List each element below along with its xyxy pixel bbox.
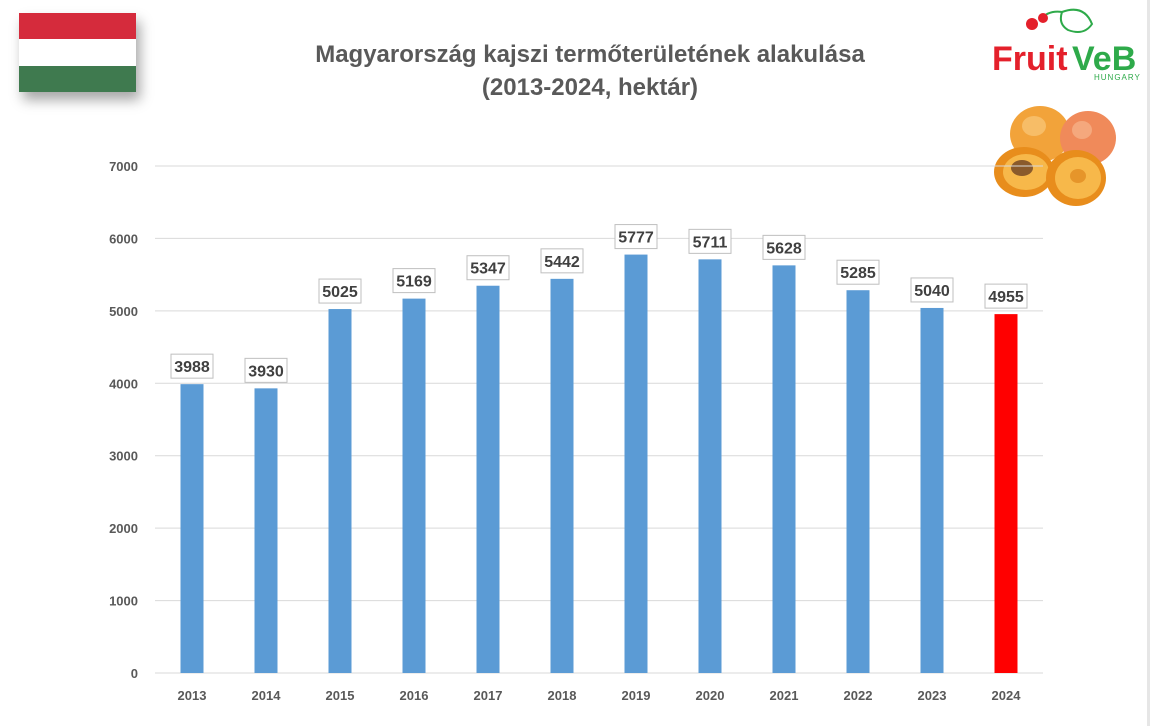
x-tick-label-2020: 2020 [696, 688, 725, 703]
data-label-2014: 3930 [248, 363, 284, 380]
x-tick-label-2014: 2014 [252, 688, 282, 703]
bar-2016 [402, 298, 426, 673]
chart-title-line1: Magyarország kajszi termőterületének ala… [315, 41, 865, 68]
y-tick-label: 1000 [109, 594, 138, 609]
bars [180, 254, 1018, 673]
data-label-2019: 5777 [618, 230, 654, 247]
data-label-box-2016 [392, 268, 436, 294]
data-label-box-2019 [614, 224, 658, 250]
data-label-box-2021 [762, 234, 806, 260]
flag-stripe-red [19, 13, 136, 40]
bar-2017 [476, 285, 500, 673]
y-tick-label: 7000 [109, 159, 138, 174]
y-axis-ticks: 0 1000 2000 3000 4000 5000 6000 7000 [109, 159, 138, 681]
x-tick-label-2023: 2023 [918, 688, 947, 703]
data-label-2021: 5628 [766, 240, 802, 257]
data-label-2016: 5169 [396, 274, 432, 291]
data-label-2013: 3988 [174, 359, 210, 376]
chart-title: Magyarország kajszi termőterületének ala… [200, 38, 980, 104]
data-label-box-2024 [984, 283, 1028, 309]
bar-2019 [624, 254, 648, 673]
grid-lines [155, 165, 1043, 674]
x-axis-ticks: 2013 2014 2015 2016 2017 2018 2019 2020 2021 2022… [178, 688, 1022, 703]
bar-2022 [846, 290, 870, 673]
x-tick-label-2022: 2022 [844, 688, 873, 703]
bar-2015 [328, 309, 352, 673]
apricot-fruit-illustration [994, 106, 1116, 206]
y-tick-label: 3000 [109, 449, 138, 464]
bar-2021 [772, 265, 796, 673]
bar-2014 [254, 388, 278, 673]
x-tick-label-2013: 2013 [178, 688, 207, 703]
data-label-box-2018 [540, 248, 584, 274]
x-tick-label-2015: 2015 [326, 688, 355, 703]
y-tick-label: 2000 [109, 521, 138, 536]
hungary-flag-icon [19, 13, 136, 92]
data-label-2015: 5025 [322, 284, 358, 301]
data-label-2020: 5711 [693, 234, 728, 251]
data-label-box-2017 [466, 255, 510, 281]
data-label-box-2023 [910, 277, 954, 303]
flag-stripe-white [19, 39, 136, 66]
data-label-2018: 5442 [544, 254, 580, 271]
y-tick-label: 4000 [109, 376, 138, 391]
x-tick-label-2019: 2019 [622, 688, 651, 703]
cherry-leaf-logo-icon [1026, 8, 1094, 33]
bar-2020 [698, 259, 722, 673]
bar-2018 [550, 278, 574, 673]
fruitveb-logo-graphic: Fruit VeB HUNGARY [992, 8, 1141, 206]
x-tick-label-2017: 2017 [474, 688, 503, 703]
x-tick-label-2016: 2016 [400, 688, 429, 703]
y-tick-label: 5000 [109, 304, 138, 319]
data-label-2022: 5285 [840, 265, 876, 282]
x-tick-label-2018: 2018 [548, 688, 577, 703]
fruitveb-logo: Fruit VeB HUNGARY [988, 6, 1148, 216]
chart-title-line2: (2013-2024, hektár) [481, 74, 699, 101]
x-tick-label-2024: 2024 [992, 688, 1022, 703]
data-label-box-2013 [170, 353, 214, 379]
data-label-box-2022 [836, 259, 880, 285]
slide-edge [1147, 0, 1150, 726]
flag-stripe-green [19, 65, 136, 92]
logo-brand-fruit: Fruit [992, 40, 1068, 78]
data-label-2023: 5040 [914, 283, 950, 300]
bar-2024 [994, 314, 1018, 673]
data-labels: 3988 3930 5025 5169 5347 5442 5777 5711 5628 5285… [170, 224, 1028, 383]
bar-2023 [920, 307, 944, 673]
data-label-box-2014 [244, 357, 288, 383]
data-label-2024: 4955 [988, 289, 1024, 306]
logo-subtitle: HUNGARY [1094, 73, 1141, 82]
x-tick-label-2021: 2021 [770, 688, 799, 703]
bar-2013 [180, 384, 204, 673]
logo-brand-veb: VeB [1072, 40, 1136, 78]
data-label-box-2020 [688, 228, 732, 254]
data-label-box-2015 [318, 278, 362, 304]
y-tick-label: 6000 [109, 231, 138, 246]
y-tick-label: 0 [131, 666, 138, 681]
data-label-2017: 5347 [470, 261, 506, 278]
